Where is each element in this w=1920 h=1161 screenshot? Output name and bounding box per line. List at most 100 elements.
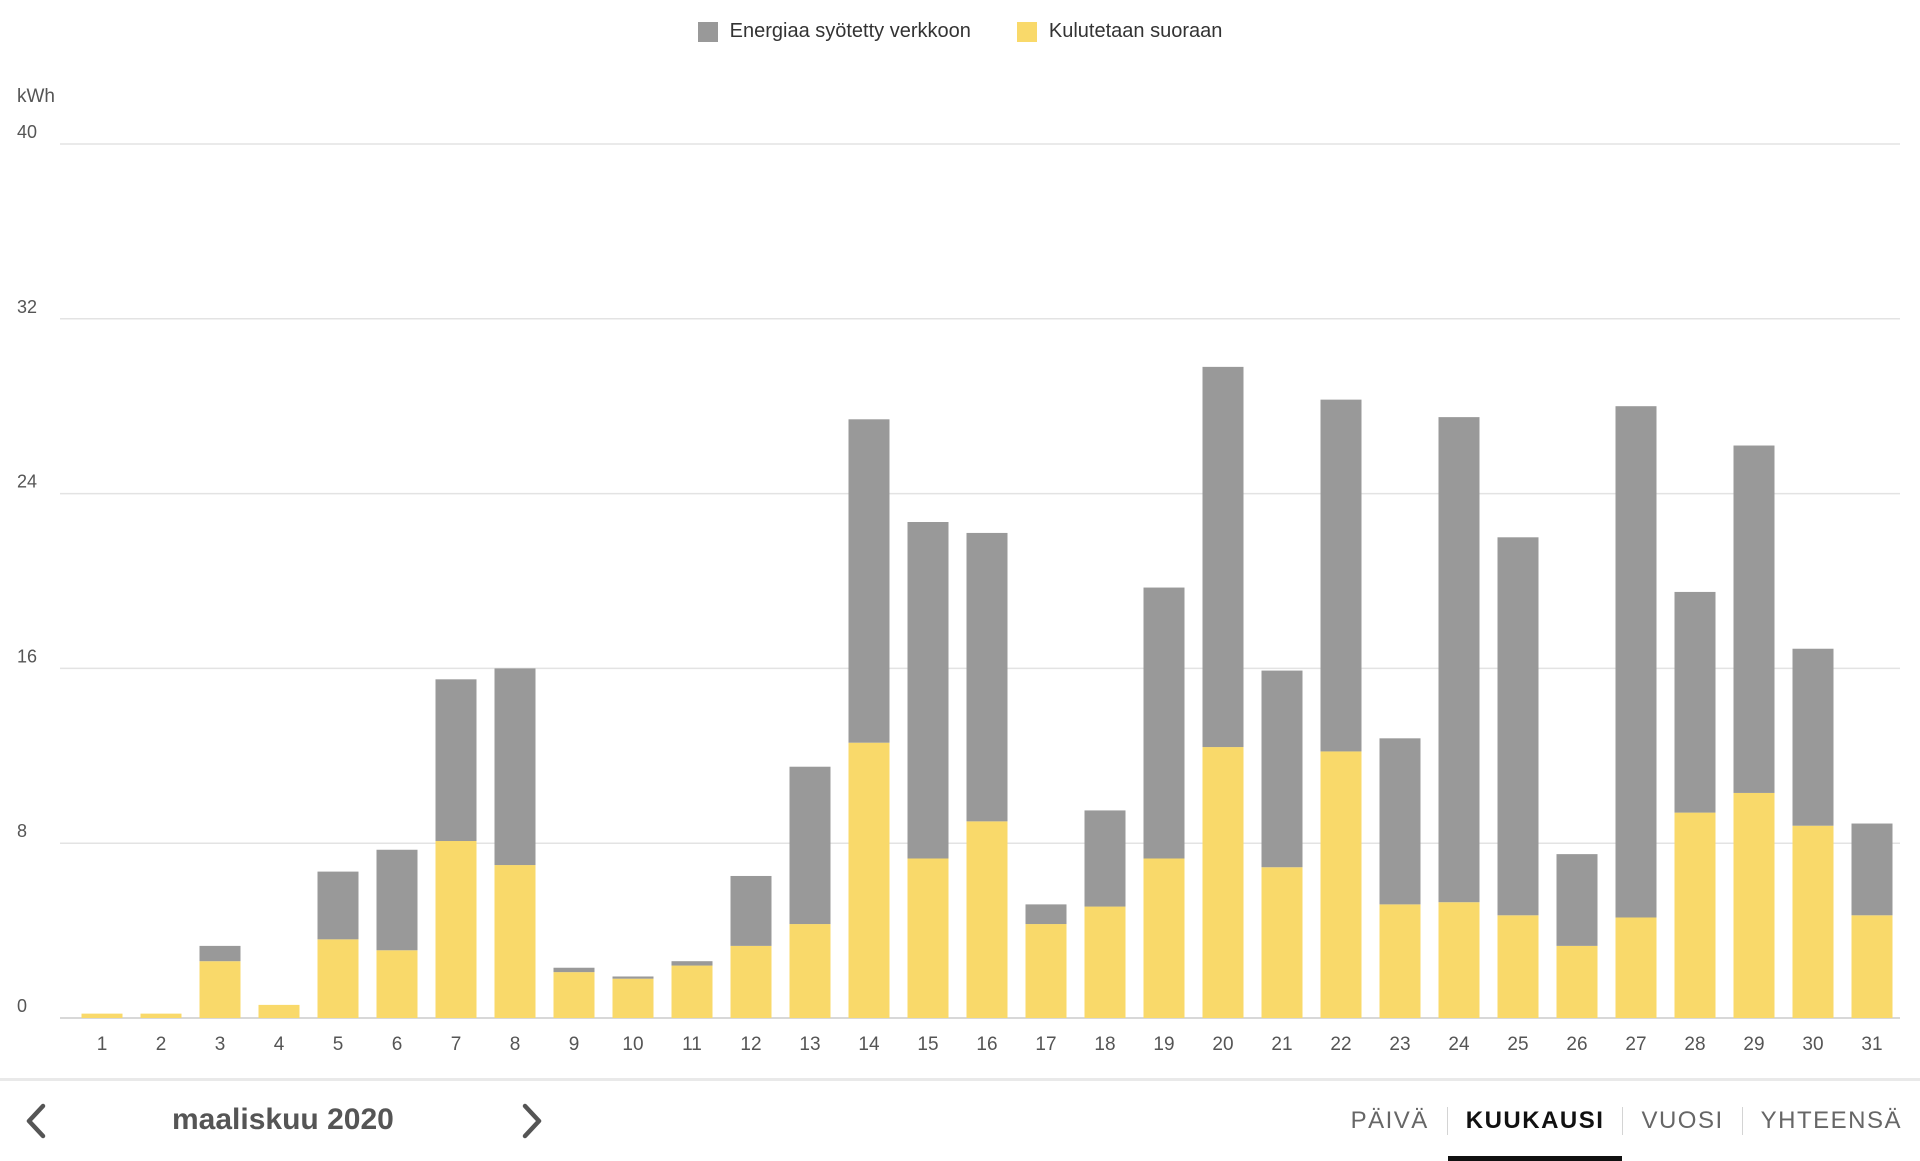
bar-grid-day-14 <box>848 419 890 743</box>
x-tick-label: 27 <box>1625 1034 1646 1055</box>
x-tick-label: 12 <box>740 1034 761 1055</box>
y-tick-label: 16 <box>17 646 37 666</box>
x-tick-label: 23 <box>1389 1034 1410 1055</box>
legend-item-direct[interactable]: Kulutetaan suoraan <box>1016 20 1223 43</box>
x-tick-label: 11 <box>682 1034 702 1055</box>
x-tick-label: 29 <box>1743 1034 1764 1055</box>
bar-direct-day-14 <box>848 742 890 1018</box>
tab-month-label: KUUKAUSI <box>1465 1107 1605 1134</box>
bar-direct-day-31 <box>1851 915 1893 1018</box>
bar-grid-day-31 <box>1851 823 1893 916</box>
bar-grid-day-8 <box>494 668 536 866</box>
period-tabs: PÄIVÄ KUUKAUSI VUOSI YHTEENSÄ <box>1333 1081 1920 1161</box>
bar-grid-day-19 <box>1143 587 1185 859</box>
tab-total[interactable]: YHTEENSÄ <box>1743 1081 1920 1161</box>
bar-direct-day-28 <box>1674 812 1716 1018</box>
legend-item-grid[interactable]: Energiaa syötetty verkkoon <box>697 20 971 43</box>
bar-grid-day-20 <box>1202 366 1244 748</box>
bar-direct-day-8 <box>494 865 536 1018</box>
bar-grid-day-5 <box>317 871 359 940</box>
bar-grid-day-21 <box>1261 670 1303 868</box>
bar-grid-day-15 <box>907 522 949 859</box>
bar-direct-day-17 <box>1025 924 1067 1018</box>
bar-direct-day-29 <box>1733 792 1775 1018</box>
bar-grid-day-23 <box>1379 738 1421 905</box>
x-tick-label: 21 <box>1271 1034 1292 1055</box>
bar-grid-day-17 <box>1025 904 1067 925</box>
legend-swatch-direct <box>1016 21 1037 42</box>
bar-direct-day-23 <box>1379 904 1421 1018</box>
bar-grid-day-13 <box>789 766 831 925</box>
tab-separator <box>1741 1107 1743 1135</box>
x-tick-label: 18 <box>1094 1034 1115 1055</box>
bar-direct-day-13 <box>789 924 831 1018</box>
x-tick-label: 19 <box>1153 1034 1174 1055</box>
bar-grid-day-22 <box>1320 399 1362 752</box>
x-tick-label: 24 <box>1448 1034 1470 1055</box>
bar-grid-day-9 <box>553 967 595 973</box>
bar-grid-day-11 <box>671 961 713 966</box>
tab-day[interactable]: PÄIVÄ <box>1333 1081 1447 1161</box>
x-tick-label: 4 <box>274 1034 285 1055</box>
bar-direct-day-25 <box>1497 915 1539 1018</box>
chevron-left-icon <box>26 1103 46 1139</box>
tab-separator <box>1622 1107 1624 1135</box>
x-tick-label: 31 <box>1861 1034 1882 1055</box>
bar-grid-day-24 <box>1438 417 1480 903</box>
period-label: maaliskuu 2020 <box>172 1103 394 1136</box>
y-tick-label: 40 <box>17 122 37 142</box>
x-tick-label: 25 <box>1507 1034 1528 1055</box>
footer-divider <box>0 1078 1920 1081</box>
bar-direct-day-7 <box>435 841 477 1018</box>
y-tick-label: 8 <box>17 821 27 841</box>
chevron-right-icon <box>522 1103 542 1139</box>
bar-direct-day-15 <box>907 858 949 1018</box>
bar-direct-day-10 <box>612 978 654 1018</box>
tab-month[interactable]: KUUKAUSI <box>1447 1081 1623 1161</box>
bar-direct-day-1 <box>81 1013 123 1018</box>
y-tick-label: 24 <box>17 472 37 492</box>
bar-direct-day-16 <box>966 821 1008 1018</box>
x-tick-label: 30 <box>1802 1034 1823 1055</box>
bar-direct-day-21 <box>1261 867 1303 1018</box>
x-tick-label: 16 <box>976 1034 997 1055</box>
legend: Energiaa syötetty verkkoon Kulutetaan su… <box>0 20 1920 43</box>
bar-grid-day-30 <box>1792 648 1834 826</box>
x-tick-label: 2 <box>156 1034 167 1055</box>
bar-direct-day-30 <box>1792 825 1834 1018</box>
y-tick-label: 0 <box>17 996 27 1016</box>
bar-direct-day-19 <box>1143 858 1185 1018</box>
bar-grid-day-3 <box>199 945 241 962</box>
bar-grid-day-28 <box>1674 591 1716 813</box>
x-tick-label: 7 <box>451 1034 462 1055</box>
bar-direct-day-5 <box>317 939 359 1018</box>
bar-direct-day-9 <box>553 972 595 1018</box>
bar-direct-day-12 <box>730 945 772 1018</box>
x-tick-label: 3 <box>215 1034 226 1055</box>
y-axis-label: kWh <box>17 86 55 107</box>
tab-separator <box>1446 1107 1448 1135</box>
tab-year-label: VUOSI <box>1641 1107 1724 1134</box>
bar-grid-day-29 <box>1733 445 1775 793</box>
next-period-button[interactable] <box>510 1099 554 1143</box>
x-tick-label: 13 <box>799 1034 820 1055</box>
x-tick-label: 1 <box>97 1034 108 1055</box>
x-tick-label: 10 <box>622 1034 643 1055</box>
legend-label-direct: Kulutetaan suoraan <box>1048 20 1223 42</box>
x-tick-label: 9 <box>569 1034 580 1055</box>
prev-period-button[interactable] <box>14 1099 58 1143</box>
x-tick-label: 22 <box>1330 1034 1351 1055</box>
x-tick-label: 5 <box>333 1034 344 1055</box>
x-tick-label: 8 <box>510 1034 521 1055</box>
bar-grid-day-7 <box>435 679 477 842</box>
legend-label-grid: Energiaa syötetty verkkoon <box>729 20 971 42</box>
tab-year[interactable]: VUOSI <box>1623 1081 1741 1161</box>
bar-direct-day-20 <box>1202 747 1244 1018</box>
bar-grid-day-26 <box>1556 854 1598 946</box>
bar-grid-day-18 <box>1084 810 1126 907</box>
x-tick-label: 17 <box>1035 1034 1056 1055</box>
bar-grid-day-12 <box>730 875 772 946</box>
bar-direct-day-22 <box>1320 751 1362 1018</box>
tab-total-label: YHTEENSÄ <box>1760 1107 1902 1134</box>
